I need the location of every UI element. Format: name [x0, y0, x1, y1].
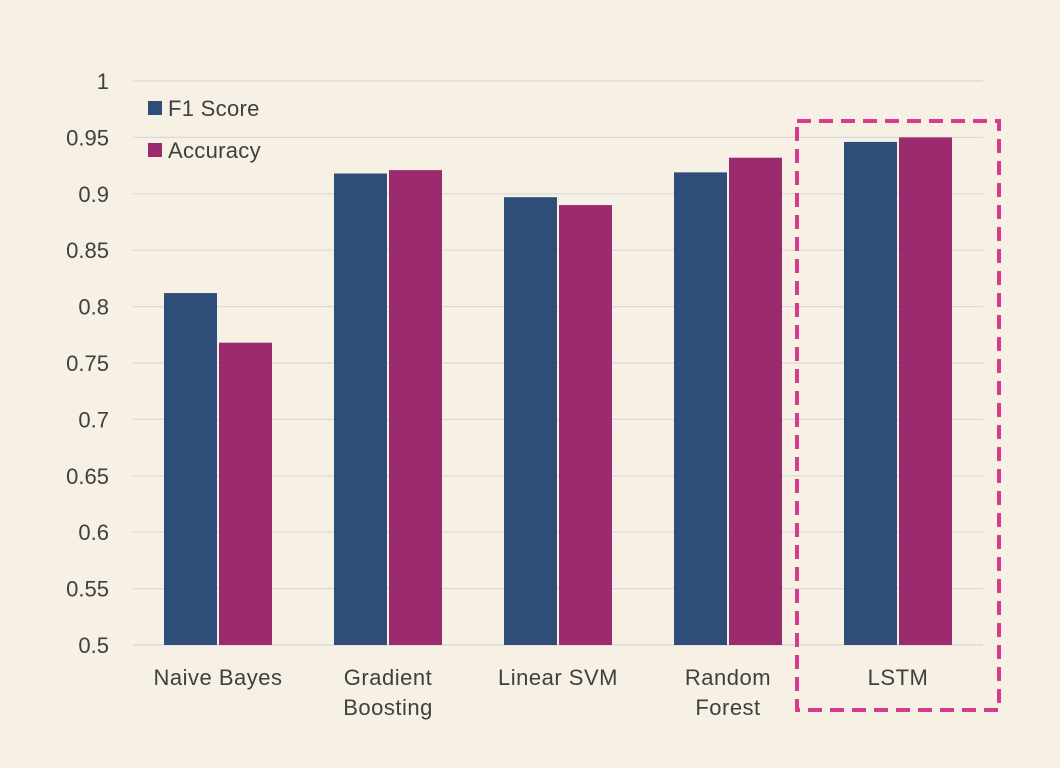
x-category-label: LSTM [868, 665, 929, 690]
y-tick-label: 1 [97, 69, 109, 94]
bar-accuracy [899, 137, 952, 645]
highlight-box-lstm [795, 119, 1001, 712]
legend-label: F1 Score [168, 96, 260, 121]
bars [164, 137, 952, 646]
legend: F1 Score Accuracy [148, 96, 261, 163]
bar-accuracy [389, 170, 442, 645]
y-axis-ticks: 0.5 0.55 0.6 0.65 0.7 0.75 0.8 0.85 0.9 0.95 1 [66, 69, 109, 658]
x-category-label: Random [685, 665, 771, 690]
y-tick-label: 0.7 [78, 407, 109, 432]
gridlines [133, 80, 983, 646]
x-category-label: Forest [695, 695, 760, 720]
highlight-box [795, 119, 1001, 712]
x-category-label: Linear SVM [498, 665, 618, 690]
y-tick-label: 0.95 [66, 125, 109, 150]
y-tick-label: 0.5 [78, 633, 109, 658]
y-tick-label: 0.65 [66, 464, 109, 489]
bar-f1-score [504, 197, 557, 645]
x-category-label: Naive Bayes [153, 665, 282, 690]
x-category-label: Boosting [343, 695, 433, 720]
bar-accuracy [559, 205, 612, 645]
bar-accuracy [219, 342, 272, 645]
y-tick-label: 0.55 [66, 577, 109, 602]
bar-f1-score [164, 293, 217, 645]
y-tick-label: 0.8 [78, 295, 109, 320]
y-tick-label: 0.85 [66, 238, 109, 263]
x-axis-categories: Naive Bayes Gradient Boosting Linear SVM Ran… [153, 665, 929, 720]
bar-f1-score [674, 172, 727, 646]
legend-swatch [148, 101, 162, 115]
legend-label: Accuracy [168, 138, 261, 163]
bar-f1-score [844, 141, 897, 646]
bar-f1-score [334, 173, 387, 645]
legend-swatch [148, 143, 162, 157]
y-tick-label: 0.75 [66, 351, 109, 376]
x-category-label: Gradient [344, 665, 432, 690]
y-tick-label: 0.6 [78, 520, 109, 545]
y-tick-label: 0.9 [78, 182, 109, 207]
bar-accuracy [729, 157, 782, 646]
